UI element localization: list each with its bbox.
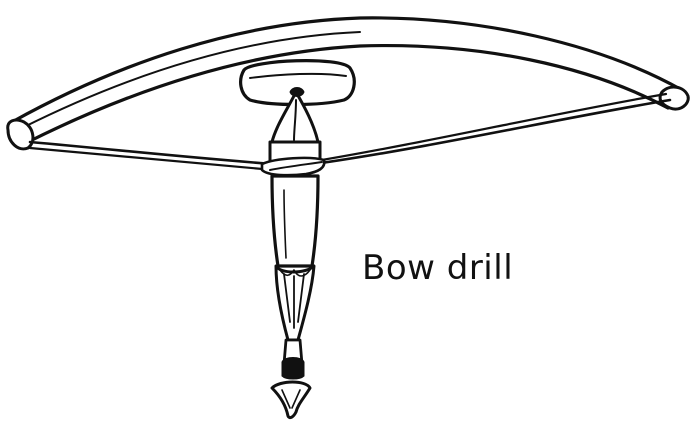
spindle <box>260 87 326 342</box>
diagram-caption: Bow drill <box>362 248 514 288</box>
drill-point <box>270 338 312 420</box>
handhold <box>239 59 356 107</box>
bowstring <box>28 92 672 174</box>
bow <box>6 16 690 151</box>
